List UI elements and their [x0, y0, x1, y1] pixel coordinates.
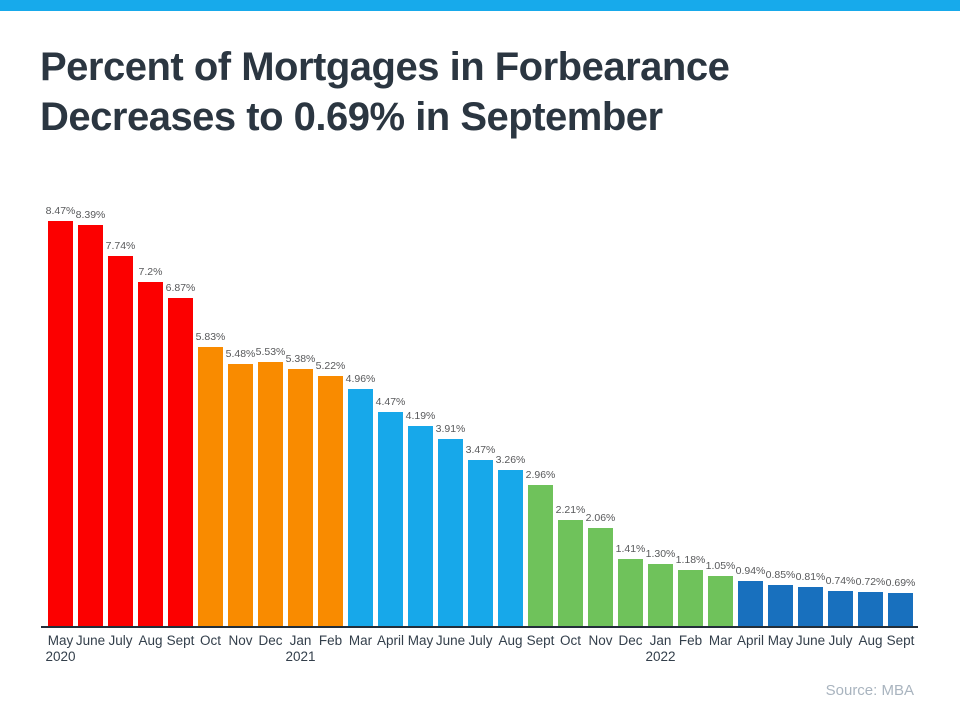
chart-bar-orange [228, 364, 253, 626]
bar-value-label: 8.39% [75, 209, 106, 221]
chart-bar-green [618, 559, 643, 626]
chart-bar-dark-blue [828, 591, 853, 626]
bar-value-label: 5.22% [315, 360, 346, 372]
x-axis-month-label: Aug [498, 633, 523, 648]
x-axis-month-label: April [376, 633, 404, 648]
x-axis-month-label: May [767, 633, 794, 648]
chart-bar-red [168, 298, 193, 626]
x-axis-month-label: Feb [678, 633, 703, 648]
chart-bar-orange [318, 376, 343, 626]
x-axis-month-label: Dec [618, 633, 643, 648]
page-title-line-2: Decreases to 0.69% in September [40, 95, 663, 139]
bar-value-label: 1.18% [675, 554, 706, 566]
x-axis-labels: May June July Aug Sept Oct Nov Dec Jan Feb Mar Apri… [40, 633, 920, 669]
page-title: Percent of Mortgages in Forbearance Decr… [40, 42, 930, 142]
chart-bar-light-blue [348, 389, 373, 626]
chart-bar-dark-blue [798, 587, 823, 626]
bar-value-label: 4.96% [345, 373, 376, 385]
chart-bar-red [108, 256, 133, 626]
chart-bar-green [558, 520, 583, 626]
x-axis-year-label: 2020 [45, 649, 76, 664]
bar-value-label: 0.69% [885, 577, 916, 589]
x-axis-month-label: Aug [138, 633, 163, 648]
x-axis-month-label: Mar [348, 633, 373, 648]
bar-value-label: 8.47% [45, 205, 76, 217]
chart-bar-green [528, 485, 553, 626]
bar-value-label: 3.26% [495, 454, 526, 466]
source-attribution: Source: MBA [825, 682, 914, 699]
bar-value-label: 7.2% [138, 266, 163, 278]
x-axis-month-label: Nov [588, 633, 613, 648]
bar-value-label: 2.96% [525, 469, 556, 481]
bar-value-label: 5.53% [255, 346, 286, 358]
x-axis-month-label: Sept [886, 633, 915, 648]
x-axis-month-label: July [108, 633, 133, 648]
chart-bar-dark-blue [858, 592, 883, 626]
chart-bar-dark-blue [738, 581, 763, 626]
chart-bar-dark-blue [768, 585, 793, 626]
chart-bar-green [678, 570, 703, 626]
bar-value-label: 2.21% [555, 504, 586, 516]
x-axis-month-label: Nov [228, 633, 253, 648]
bar-value-label: 6.87% [165, 282, 196, 294]
x-axis-month-label: Dec [258, 633, 283, 648]
x-axis-month-label: May [407, 633, 434, 648]
chart-bar-orange [288, 369, 313, 626]
x-axis-month-label: Feb [318, 633, 343, 648]
chart-bar-red [78, 225, 103, 626]
x-axis-year-label: 2021 [285, 649, 316, 664]
x-axis-month-label: Oct [199, 633, 221, 648]
x-axis-month-label: Mar [708, 633, 733, 648]
bar-value-label: 0.72% [855, 576, 886, 588]
x-axis-month-label: Oct [559, 633, 581, 648]
chart-bar-dark-blue [888, 593, 913, 626]
chart-bar-green [708, 576, 733, 626]
top-accent-bar [0, 0, 960, 11]
bar-value-label: 3.91% [435, 423, 466, 435]
chart-bar-green [648, 564, 673, 626]
x-axis-month-label: June [435, 633, 466, 648]
x-axis-month-label: July [468, 633, 493, 648]
x-axis-month-label: May [47, 633, 74, 648]
bar-value-label: 1.30% [645, 548, 676, 560]
x-axis-month-label: Jan [649, 633, 672, 648]
chart-bar-light-blue [468, 460, 493, 626]
x-axis-month-label: April [736, 633, 764, 648]
x-axis-month-label: Aug [858, 633, 883, 648]
x-axis-year-label: 2022 [645, 649, 676, 664]
chart-bar-red [138, 282, 163, 626]
x-axis-line [41, 626, 918, 628]
bar-value-label: 1.41% [615, 543, 646, 555]
bar-chart: 8.47% 8.39% 7.74% 7.2% 6.87% 5.83% 5.48% 5.53% 5… [40, 190, 920, 628]
x-axis-month-label: June [795, 633, 826, 648]
page-title-line-1: Percent of Mortgages in Forbearance [40, 45, 730, 89]
bar-value-label: 3.47% [465, 444, 496, 456]
x-axis-month-label: Sept [166, 633, 195, 648]
x-axis-month-label: Sept [526, 633, 555, 648]
chart-bar-orange [258, 362, 283, 626]
chart-bar-light-blue [438, 439, 463, 626]
bar-value-label: 4.47% [375, 396, 406, 408]
bar-value-label: 0.81% [795, 571, 826, 583]
x-axis-month-label: July [828, 633, 853, 648]
bar-value-label: 4.19% [405, 410, 436, 422]
bar-value-label: 0.85% [765, 569, 796, 581]
bar-value-label: 5.48% [225, 348, 256, 360]
chart-bar-orange [198, 347, 223, 626]
chart-bar-light-blue [408, 426, 433, 626]
chart-bar-light-blue [498, 470, 523, 626]
bar-value-label: 1.05% [705, 560, 736, 572]
chart-bar-green [588, 528, 613, 626]
chart-bar-red [48, 221, 73, 626]
bar-value-label: 5.38% [285, 353, 316, 365]
chart-bar-light-blue [378, 412, 403, 626]
bar-value-label: 0.74% [825, 575, 856, 587]
bar-value-label: 7.74% [105, 240, 136, 252]
x-axis-month-label: Jan [289, 633, 312, 648]
x-axis-month-label: June [75, 633, 106, 648]
bar-value-label: 0.94% [735, 565, 766, 577]
bar-value-label: 2.06% [585, 512, 616, 524]
bar-value-label: 5.83% [195, 331, 226, 343]
